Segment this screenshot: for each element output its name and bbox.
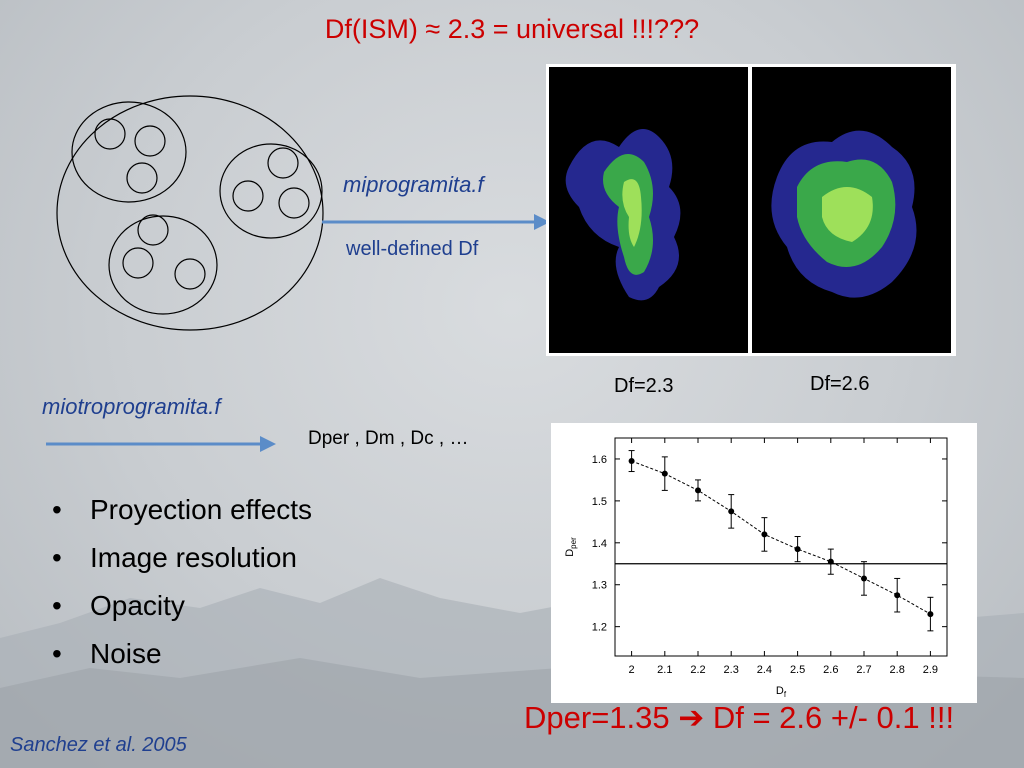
x-tick-label: 2.8 bbox=[890, 664, 905, 676]
data-point bbox=[728, 508, 735, 515]
small-circle bbox=[174, 258, 206, 290]
bullet-item: • Noise bbox=[52, 638, 162, 669]
x-tick-label: 2.1 bbox=[657, 664, 672, 676]
bullet-item: • Opacity bbox=[52, 590, 185, 621]
slide-title: Df(ISM) ≈ 2.3 = universal !!!??? bbox=[324, 14, 700, 44]
cluster-circle-2 bbox=[219, 143, 323, 239]
x-tick-label: 2.5 bbox=[790, 664, 805, 676]
y-tick-label: 1.4 bbox=[592, 538, 607, 550]
small-circle bbox=[278, 187, 310, 219]
miotro-program-label: miotroprogramita.f bbox=[42, 394, 221, 419]
image-label-df-2.6: Df=2.6 bbox=[810, 373, 870, 395]
x-tick-label: 2.9 bbox=[923, 664, 938, 676]
series-line bbox=[631, 460, 931, 615]
bullet-item: • Proyection effects bbox=[52, 494, 313, 525]
citation: Sanchez et al. 2005 bbox=[10, 734, 187, 756]
data-point bbox=[894, 592, 901, 599]
data-point bbox=[827, 558, 834, 565]
measures-list: Dper , Dm , Dc , … bbox=[308, 428, 469, 449]
image-label-df-2.3: Df=2.3 bbox=[614, 375, 674, 397]
y-tick-label: 1.5 bbox=[592, 496, 607, 508]
small-circle bbox=[267, 147, 299, 179]
cluster-circle-3 bbox=[108, 215, 218, 315]
x-axis-label: Df bbox=[776, 685, 787, 699]
hierarchy-circles-diagram bbox=[56, 95, 324, 331]
small-circle bbox=[232, 180, 264, 212]
result-text: Dper=1.35 ➔ Df = 2.6 +/- 0.1 !!! bbox=[524, 700, 955, 735]
effects-bullet-list: • Proyection effects • Image resolution • O… bbox=[52, 486, 312, 678]
y-tick-label: 1.2 bbox=[592, 622, 607, 634]
x-tick-label: 2.7 bbox=[856, 664, 871, 676]
well-defined-df-label: well-defined Df bbox=[346, 238, 479, 260]
data-point bbox=[927, 611, 934, 618]
arrow-to-measures bbox=[46, 436, 276, 452]
outer-circle bbox=[56, 95, 324, 331]
data-point bbox=[628, 458, 635, 465]
x-tick-label: 2.3 bbox=[724, 664, 739, 676]
cloud-images-panel bbox=[546, 64, 956, 356]
small-circle bbox=[137, 214, 169, 246]
small-circle bbox=[122, 247, 154, 279]
bullet-item: • Image resolution bbox=[52, 542, 298, 573]
x-tick-label: 2 bbox=[629, 664, 635, 676]
data-point bbox=[861, 575, 867, 582]
cloud-image-df-2.3 bbox=[549, 67, 748, 353]
data-point bbox=[794, 546, 801, 553]
y-tick-label: 1.6 bbox=[592, 454, 607, 466]
y-tick-label: 1.3 bbox=[592, 580, 607, 592]
cluster-circle-1 bbox=[71, 101, 187, 203]
y-axis-label: Dper bbox=[564, 537, 578, 557]
small-circle bbox=[94, 118, 126, 150]
small-circle bbox=[134, 125, 166, 157]
x-tick-label: 2.4 bbox=[757, 664, 772, 676]
mipro-program-label: miprogramita.f bbox=[343, 172, 484, 197]
data-point bbox=[661, 470, 668, 477]
cloud-image-df-2.6 bbox=[752, 67, 951, 353]
x-tick-label: 2.6 bbox=[823, 664, 838, 676]
arrow-to-images bbox=[322, 214, 550, 230]
data-point bbox=[695, 487, 701, 494]
data-point bbox=[761, 531, 768, 538]
plot-frame bbox=[614, 437, 948, 657]
small-circle bbox=[126, 162, 158, 194]
plot-svg: 2 2.1 2.2 2.3 2.4 2.5 2.6 2.7 2.8 2.9 1.2 1.3 1.4 1.5… bbox=[564, 437, 948, 699]
dper-vs-df-plot: 2 2.1 2.2 2.3 2.4 2.5 2.6 2.7 2.8 2.9 1.2 1.3 1.4 1.5… bbox=[551, 423, 977, 703]
x-tick-label: 2.2 bbox=[690, 664, 705, 676]
